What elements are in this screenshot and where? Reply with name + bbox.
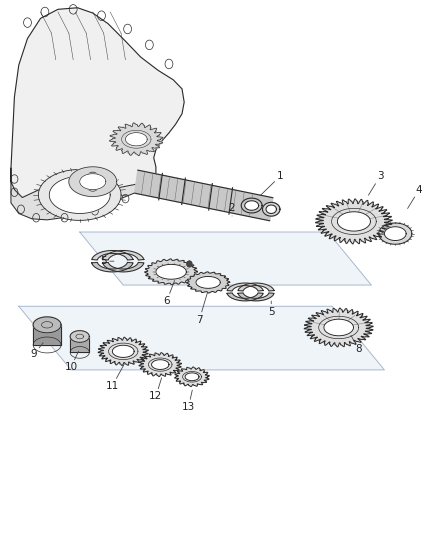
Polygon shape: [379, 223, 412, 244]
Polygon shape: [187, 272, 230, 293]
Text: 4: 4: [408, 184, 423, 208]
Polygon shape: [241, 198, 262, 213]
Text: 1: 1: [260, 172, 283, 196]
Text: 3: 3: [368, 172, 383, 195]
Text: 10: 10: [64, 351, 78, 372]
Polygon shape: [49, 176, 110, 214]
Circle shape: [187, 261, 191, 266]
Polygon shape: [266, 205, 276, 214]
Polygon shape: [125, 133, 147, 146]
Text: 11: 11: [106, 365, 124, 391]
Polygon shape: [92, 251, 133, 260]
Circle shape: [187, 261, 192, 266]
Polygon shape: [69, 167, 117, 197]
Polygon shape: [262, 203, 280, 216]
Polygon shape: [19, 306, 385, 370]
Polygon shape: [385, 227, 406, 240]
Polygon shape: [11, 168, 149, 220]
Text: 5: 5: [100, 256, 114, 266]
Circle shape: [187, 261, 191, 266]
Polygon shape: [33, 325, 61, 345]
Polygon shape: [80, 232, 371, 285]
Circle shape: [85, 172, 101, 191]
Polygon shape: [39, 169, 121, 220]
Polygon shape: [316, 199, 392, 244]
Polygon shape: [227, 293, 263, 301]
Polygon shape: [70, 330, 89, 342]
Polygon shape: [80, 174, 106, 190]
Polygon shape: [324, 319, 353, 336]
Polygon shape: [102, 251, 144, 260]
Polygon shape: [98, 337, 148, 366]
Polygon shape: [238, 293, 274, 301]
Polygon shape: [70, 336, 89, 352]
Text: 5: 5: [268, 301, 275, 317]
Polygon shape: [196, 277, 220, 288]
Polygon shape: [156, 264, 186, 279]
Polygon shape: [135, 170, 273, 221]
Polygon shape: [238, 283, 274, 291]
Text: 13: 13: [182, 390, 195, 412]
Polygon shape: [33, 317, 61, 333]
Polygon shape: [227, 283, 263, 291]
Polygon shape: [11, 8, 184, 198]
Text: 9: 9: [31, 343, 43, 359]
Polygon shape: [175, 367, 209, 386]
Polygon shape: [102, 262, 144, 272]
Text: 2: 2: [229, 203, 235, 216]
Polygon shape: [152, 360, 169, 369]
Polygon shape: [185, 373, 199, 381]
Text: 7: 7: [196, 293, 207, 325]
Polygon shape: [113, 345, 134, 358]
Polygon shape: [304, 308, 373, 347]
Polygon shape: [337, 212, 371, 231]
Polygon shape: [139, 353, 181, 376]
Polygon shape: [110, 123, 163, 156]
Text: 8: 8: [351, 335, 362, 354]
Text: 6: 6: [163, 281, 174, 306]
Polygon shape: [145, 259, 198, 285]
Text: 12: 12: [149, 378, 162, 401]
Polygon shape: [92, 262, 133, 272]
Polygon shape: [245, 201, 258, 211]
